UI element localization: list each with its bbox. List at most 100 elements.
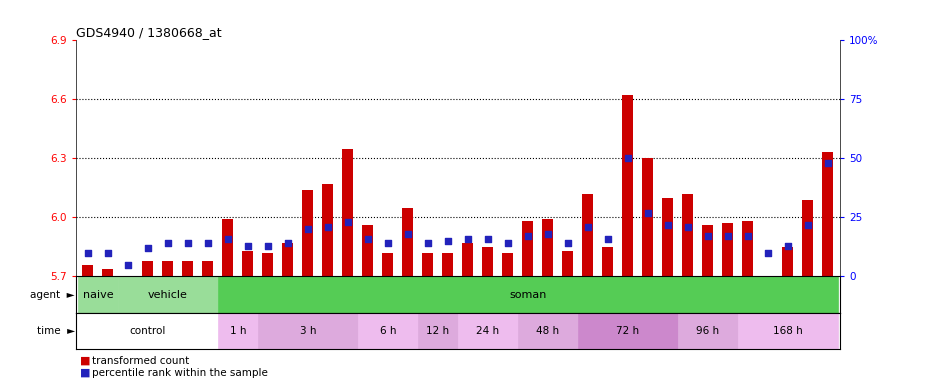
Point: [521, 233, 536, 239]
Point: [480, 236, 495, 242]
Bar: [542, 219, 553, 276]
Point: [600, 236, 615, 242]
Point: [781, 243, 796, 249]
Bar: [222, 219, 233, 276]
Bar: [518, 313, 578, 349]
Bar: [678, 313, 738, 349]
Bar: [258, 313, 358, 349]
Bar: [142, 261, 154, 276]
Bar: [482, 247, 493, 276]
Bar: [418, 313, 458, 349]
Point: [760, 250, 775, 256]
Point: [561, 240, 575, 247]
Point: [340, 219, 355, 225]
Bar: [358, 313, 418, 349]
Point: [800, 222, 815, 228]
Point: [741, 233, 756, 239]
Bar: [78, 276, 117, 313]
Bar: [282, 243, 293, 276]
Text: control: control: [130, 326, 166, 336]
Text: 48 h: 48 h: [536, 326, 560, 336]
Bar: [738, 313, 838, 349]
Point: [401, 231, 415, 237]
Point: [500, 240, 515, 247]
Point: [380, 240, 395, 247]
Point: [461, 236, 475, 242]
Point: [621, 155, 635, 161]
Point: [660, 222, 675, 228]
Bar: [78, 313, 218, 349]
Bar: [218, 313, 258, 349]
Text: transformed count: transformed count: [92, 356, 190, 366]
Point: [361, 236, 376, 242]
Point: [301, 226, 315, 232]
Bar: [702, 225, 713, 276]
Bar: [683, 194, 694, 276]
Point: [681, 224, 696, 230]
Text: agent  ►: agent ►: [31, 290, 75, 300]
Bar: [502, 253, 513, 276]
Text: 1 h: 1 h: [229, 326, 246, 336]
Text: 72 h: 72 h: [616, 326, 639, 336]
Bar: [103, 269, 114, 276]
Text: 6 h: 6 h: [379, 326, 396, 336]
Bar: [423, 253, 434, 276]
Text: naive: naive: [82, 290, 113, 300]
Point: [440, 238, 455, 244]
Bar: [182, 261, 193, 276]
Bar: [163, 261, 173, 276]
Bar: [822, 152, 833, 276]
Bar: [662, 198, 673, 276]
Bar: [82, 265, 93, 276]
Bar: [242, 251, 253, 276]
Point: [180, 240, 195, 247]
Text: ■: ■: [80, 368, 91, 378]
Bar: [117, 276, 218, 313]
Text: 96 h: 96 h: [697, 326, 720, 336]
Bar: [583, 194, 593, 276]
Bar: [743, 221, 753, 276]
Bar: [523, 221, 534, 276]
Bar: [783, 247, 794, 276]
Bar: [802, 200, 813, 276]
Text: 3 h: 3 h: [300, 326, 316, 336]
Bar: [203, 261, 214, 276]
Text: 168 h: 168 h: [773, 326, 803, 336]
Bar: [562, 251, 574, 276]
Bar: [442, 253, 453, 276]
Bar: [382, 253, 393, 276]
Point: [421, 240, 436, 247]
Bar: [402, 208, 413, 276]
Point: [120, 262, 135, 268]
Text: vehicle: vehicle: [148, 290, 188, 300]
Bar: [458, 313, 518, 349]
Point: [280, 240, 295, 247]
Point: [141, 245, 155, 251]
Point: [540, 231, 555, 237]
Bar: [218, 276, 838, 313]
Text: 12 h: 12 h: [426, 326, 450, 336]
Bar: [623, 96, 634, 276]
Bar: [363, 225, 374, 276]
Text: ■: ■: [80, 356, 91, 366]
Point: [721, 233, 735, 239]
Point: [201, 240, 216, 247]
Text: percentile rank within the sample: percentile rank within the sample: [92, 368, 268, 378]
Point: [640, 210, 655, 216]
Point: [261, 243, 276, 249]
Text: 24 h: 24 h: [476, 326, 500, 336]
Text: time  ►: time ►: [37, 326, 75, 336]
Bar: [323, 184, 333, 276]
Point: [581, 224, 596, 230]
Bar: [642, 159, 653, 276]
Point: [80, 250, 95, 256]
Bar: [722, 223, 734, 276]
Text: soman: soman: [509, 290, 547, 300]
Bar: [302, 190, 314, 276]
Point: [101, 250, 116, 256]
Bar: [602, 247, 613, 276]
Bar: [342, 149, 353, 276]
Point: [240, 243, 255, 249]
Text: GDS4940 / 1380668_at: GDS4940 / 1380668_at: [76, 26, 221, 39]
Bar: [578, 313, 678, 349]
